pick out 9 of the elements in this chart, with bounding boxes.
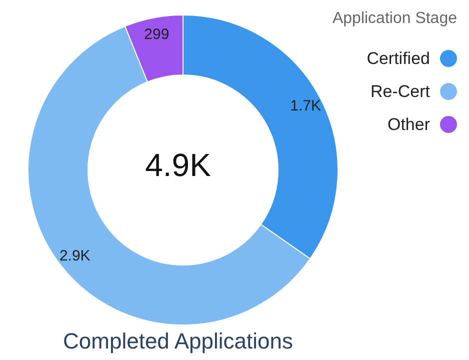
text: 4.9K <box>145 147 211 183</box>
legend-label: Other <box>387 114 430 134</box>
data-label: 2.9K <box>59 248 90 265</box>
legend-label: Re-Cert <box>370 82 430 102</box>
data-label: 299 <box>144 26 170 43</box>
legend-title: Application Stage <box>332 10 457 28</box>
text: Completed Applications <box>63 328 293 354</box>
data-label: 1.7K <box>290 98 321 115</box>
legend-label: Certified <box>366 48 430 68</box>
